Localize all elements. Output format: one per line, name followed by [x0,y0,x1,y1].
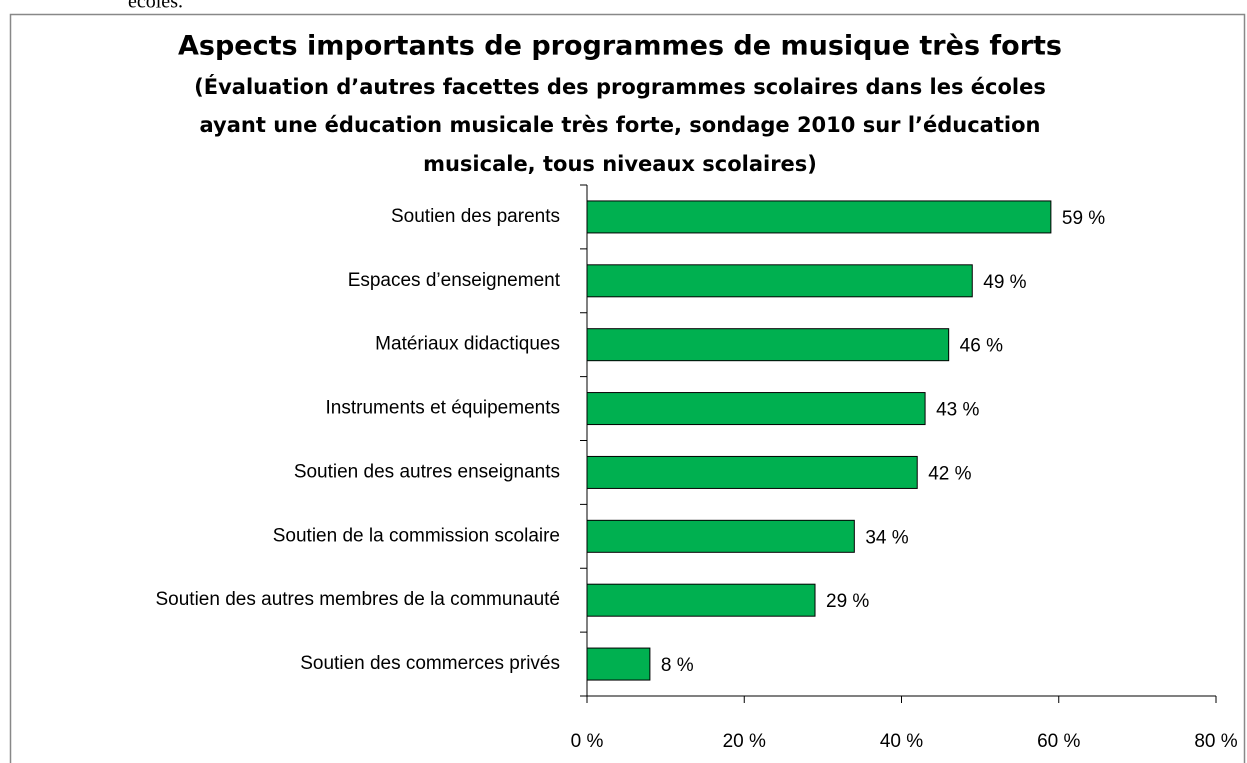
value-label: 8 % [661,655,694,676]
category-label: Espaces d’enseignement [348,270,561,291]
x-tick-label: 0 % [571,731,604,752]
bar [586,392,926,426]
x-tick-label: 20 % [723,731,766,752]
bar [586,264,973,298]
category-label: Soutien des commerces privés [300,653,560,674]
value-label: 29 % [826,591,869,612]
chart-subtitle: ayant une éducation musicale très forte,… [200,113,1041,137]
category-label: Matériaux didactiques [375,334,560,355]
x-tick-label: 40 % [880,731,923,752]
bar [586,200,1052,234]
value-label: 59 % [1062,208,1105,229]
bar [586,647,651,681]
chart-title: Aspects importants de programmes de musi… [178,31,1062,62]
bar [586,583,816,617]
category-label: Soutien des autres membres de la communa… [156,589,561,610]
category-label: Instruments et équipements [326,398,560,419]
category-label: Soutien de la commission scolaire [273,525,560,546]
bar [586,455,918,489]
value-label: 43 % [936,400,979,421]
category-label: Soutien des autres enseignants [294,461,560,482]
x-tick-label: 80 % [1194,731,1237,752]
chart-frame [9,13,1246,763]
bar [586,519,855,553]
value-label: 34 % [865,527,908,548]
category-label: Soutien des parents [391,206,560,227]
chart-subtitle: (Évaluation d’autres facettes des progra… [194,74,1046,99]
value-label: 49 % [983,272,1026,293]
x-tick-label: 60 % [1037,731,1080,752]
value-label: 46 % [960,336,1003,357]
bar [586,328,950,362]
value-label: 42 % [928,463,971,484]
chart-subtitle: musicale, tous niveaux scolaires) [423,152,817,176]
page-fragment: écoles. [128,0,183,13]
